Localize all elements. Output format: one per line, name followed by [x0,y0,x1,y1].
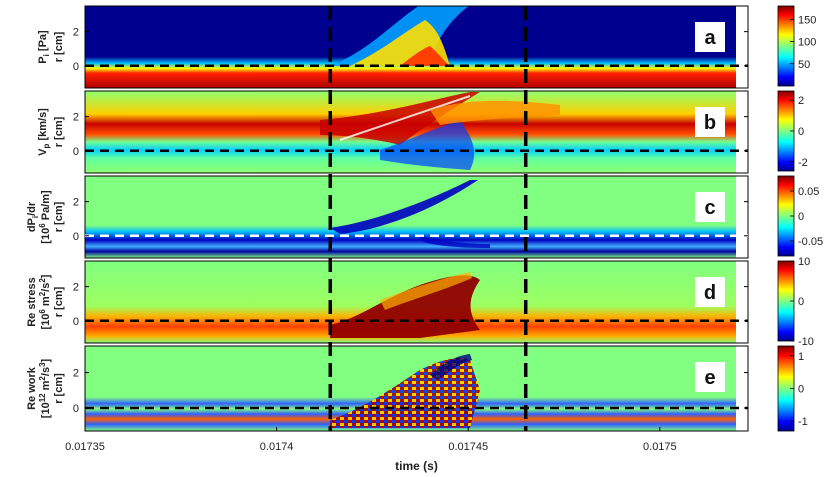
ytick-label-d: 0 [73,316,79,328]
ylabel-superscript: 2 [38,376,47,381]
ylabel-unit: [km/s] [37,108,49,144]
ylabel-superscript: 12 [38,393,47,402]
ylabel-subscript: i [42,54,51,56]
ylabel-units-d: [106 m2/s2] [38,274,52,329]
ylabel-quantity-c: dPi/dr [26,201,40,232]
colorbar-label-e: 0 [798,384,804,396]
ylabel-superscript: 6 [38,223,47,228]
ylabel-r-c: r [cm] [53,201,65,232]
ytick-label-b: 2 [73,112,79,124]
panel-e [84,345,749,432]
ylabel-units-c: [106 Pa/m] [38,190,52,244]
ylabel-qty-text: P [37,56,49,63]
ytick-label-e: 2 [73,368,79,380]
ylabel-superscript: 3 [38,362,47,367]
panel-d [84,260,749,344]
ylabel-r-e: r [cm] [53,373,65,404]
panel-letter-box-c [695,192,725,222]
ylabel-unit: /dr [26,201,38,216]
panel-a-frame [84,5,749,89]
ytick-label-d: 2 [73,282,79,294]
ylabel-units-part: m [40,380,52,393]
panel-letter-e: e [704,367,715,389]
ylabel-quantity-b: Vp [km/s] [37,108,51,156]
ylabel-superscript: 2 [38,278,47,283]
panel-letter-box-d [695,277,725,307]
ytick-label-c: 2 [73,197,79,209]
ylabel-qty-text: dP [26,218,38,232]
ytick-label-b: 0 [73,146,79,158]
ylabel-subscript: i [31,216,40,218]
ylabel-units-part: [10 [40,402,52,418]
colorbar-label-b: 0 [798,126,804,138]
panel-e-frame [84,345,749,432]
ylabel-superscript: 2 [38,291,47,296]
ytick-label-c: 0 [73,231,79,243]
ylabel-units-part: Pa/m] [40,190,52,223]
ylabel-unit: [Pa] [37,30,49,54]
xtick-label: 0.01745 [448,441,488,453]
panel-letter-box-e [695,362,725,392]
panel-letter-d: d [704,282,716,304]
panel-letter-b: b [704,112,716,134]
colorbar-label-e: -1 [798,416,808,428]
colorbar-label-a: 100 [798,37,816,49]
ytick-label-e: 0 [73,403,79,415]
ylabel-line1-e: Re work [26,366,38,410]
colorbar-label-c: 0.05 [798,186,819,198]
ylabel-r-d: r [cm] [53,286,65,317]
colorbar-label-a: 50 [798,59,810,71]
ylabel-units-part: /s [40,283,52,292]
colorbar-label-c: 0 [798,211,804,223]
ylabel-units-part: ] [40,358,52,362]
ylabel-units-part: /s [40,367,52,376]
colorbars [777,5,795,432]
xtick-label: 0.0175 [643,441,677,453]
panel-d-frame [84,260,749,344]
ylabel-units-part: [10 [40,314,52,330]
panel-b [84,90,749,174]
ylabel-quantity-a: Pi [Pa] [37,30,51,64]
ylabel-superscript: 6 [38,309,47,314]
xtick-label: 0.0174 [260,441,294,453]
colorbar-label-a: 150 [798,14,816,26]
ylabel-units-e: [1012 m2/s3] [38,358,52,418]
ylabel-units-part: ] [40,274,52,278]
panel-c [84,175,749,259]
ylabel-units-part: [10 [40,228,52,244]
ylabel-r-b: r [cm] [53,116,65,147]
colorbar-label-d: -10 [798,336,814,348]
ylabel-subscript: p [42,144,51,149]
panel-letter-c: c [704,197,715,219]
xtick-label: 0.01735 [65,441,105,453]
ytick-label-a: 0 [73,61,79,73]
colorbar-a [777,5,795,87]
panel-letter-box-b [695,107,725,137]
colorbar-label-d: 10 [798,256,810,268]
panel-b-frame [84,90,749,174]
x-axis-label: time (s) [395,459,438,473]
colorbar-label-d: 0 [798,296,804,308]
panel-a [84,5,749,89]
ylabel-r-a: r [cm] [53,31,65,62]
colorbar-label-b: 2 [798,95,804,107]
ylabel-qty-text: V [37,148,49,156]
panel-letter-box-a [695,22,725,52]
ylabel-line1-d: Re stress [26,277,38,327]
colorbar-label-b: -2 [798,157,808,169]
ylabel-units-part: m [40,296,52,309]
ytick-label-a: 2 [73,27,79,39]
colorbar-label-c: -0.05 [798,236,823,248]
colorbar-label-e: 1 [798,351,804,363]
panel-letter-a: a [704,27,716,49]
panel-c-frame [84,175,749,259]
